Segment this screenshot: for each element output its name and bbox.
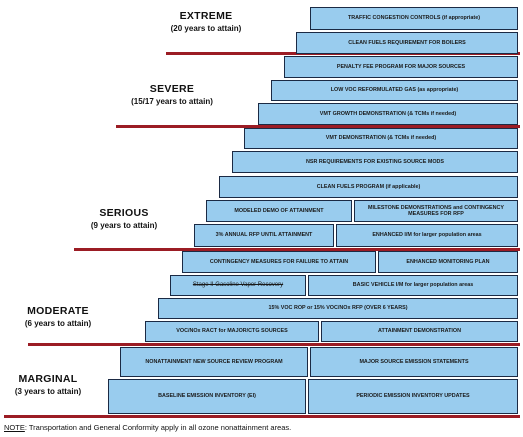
tier-years: (9 years to attain) bbox=[90, 221, 158, 230]
tier-years: (15/17 years to attain) bbox=[131, 97, 213, 106]
req-major-source-statements: MAJOR SOURCE EMISSION STATEMENTS bbox=[310, 347, 518, 377]
stage-ii-text: Stage II Gasoline Vapor Recovery bbox=[192, 282, 284, 289]
divider-serious bbox=[74, 248, 520, 251]
req-enhanced-monitoring: ENHANCED MONITORING PLAN bbox=[378, 251, 518, 273]
tier-label-extreme: EXTREME (20 years to attain) bbox=[146, 10, 266, 33]
divider-severe bbox=[116, 125, 520, 128]
req-enhanced-im: ENHANCED I/M for larger population areas bbox=[336, 224, 518, 247]
req-vmt-demo: VMT DEMONSTRATION (& TCMs if needed) bbox=[244, 128, 518, 149]
req-voc-rop: 15% VOC ROP or 15% VOC/NOx RFP (OVER 6 Y… bbox=[158, 298, 518, 319]
note-label: NOTE bbox=[4, 423, 25, 432]
footnote: NOTE: Transportation and General Conform… bbox=[4, 423, 291, 432]
req-milestone-demos: MILESTONE DEMONSTRATIONS and CONTINGENCY… bbox=[354, 200, 518, 222]
req-low-voc-gas: LOW VOC REFORMULATED GAS (as appropriate… bbox=[271, 80, 518, 101]
tier-years: (20 years to attain) bbox=[170, 24, 242, 33]
tier-name: EXTREME bbox=[179, 10, 233, 22]
divider-moderate bbox=[28, 343, 520, 346]
tier-name: SERIOUS bbox=[99, 207, 149, 219]
tier-label-moderate: MODERATE (6 years to attain) bbox=[0, 305, 118, 328]
tier-name: MODERATE bbox=[27, 305, 89, 317]
req-contingency-failure: CONTINGENCY MEASURES FOR FAILURE TO ATTA… bbox=[182, 251, 376, 273]
tier-name: SEVERE bbox=[149, 83, 195, 95]
req-stage-ii: Stage II Gasoline Vapor Recovery bbox=[170, 275, 306, 296]
req-modeled-demo: MODELED DEMO OF ATTAINMENT bbox=[206, 200, 352, 222]
req-clean-fuels-program: CLEAN FUELS PROGRAM (if applicable) bbox=[219, 176, 518, 198]
note-text: : Transportation and General Conformity … bbox=[24, 423, 292, 432]
req-periodic-inventory: PERIODIC EMISSION INVENTORY UPDATES bbox=[308, 379, 518, 414]
divider-marginal bbox=[4, 415, 520, 418]
req-attainment-demo: ATTAINMENT DEMONSTRATION bbox=[321, 321, 518, 342]
req-vmt-growth: VMT GROWTH DEMONSTRATION (& TCMs if need… bbox=[258, 103, 518, 125]
tier-years: (3 years to attain) bbox=[14, 387, 82, 396]
req-basic-im: BASIC VEHICLE I/M for larger population … bbox=[308, 275, 518, 296]
req-annual-rfp: 3% ANNUAL RFP UNTIL ATTAINMENT bbox=[194, 224, 334, 247]
tier-label-serious: SERIOUS (9 years to attain) bbox=[64, 207, 184, 230]
req-baseline-inventory: BASELINE EMISSION INVENTORY (EI) bbox=[108, 379, 306, 414]
req-penalty-fee: PENALTY FEE PROGRAM FOR MAJOR SOURCES bbox=[284, 56, 518, 78]
req-nsr-existing: NSR REQUIREMENTS FOR EXISTING SOURCE MOD… bbox=[232, 151, 518, 173]
req-traffic-congestion: TRAFFIC CONGESTION CONTROLS (if appropri… bbox=[310, 7, 518, 30]
tier-label-marginal: MARGINAL (3 years to attain) bbox=[0, 373, 108, 396]
tier-name: MARGINAL bbox=[18, 373, 78, 385]
req-nsr-program: NONATTAINMENT NEW SOURCE REVIEW PROGRAM bbox=[120, 347, 308, 377]
req-voc-nox-ract: VOC/NOx RACT for MAJOR/CTG SOURCES bbox=[145, 321, 319, 342]
tier-label-severe: SEVERE (15/17 years to attain) bbox=[112, 83, 232, 106]
tier-years: (6 years to attain) bbox=[24, 319, 92, 328]
req-clean-fuels-boilers: CLEAN FUELS REQUIREMENT FOR BOILERS bbox=[296, 32, 518, 54]
